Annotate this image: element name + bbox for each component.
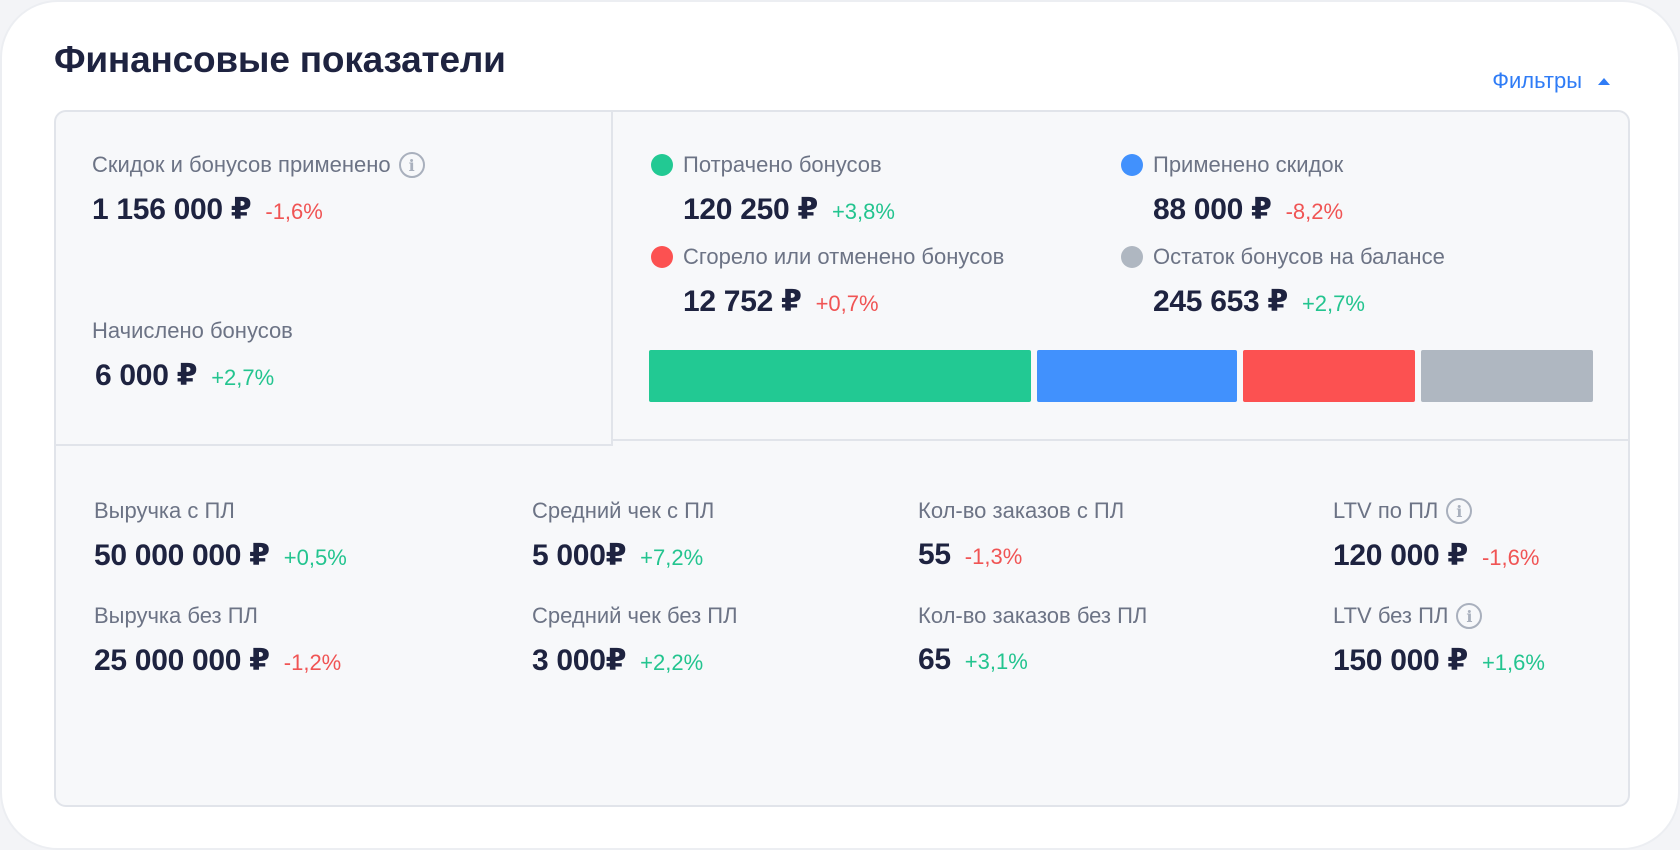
legend-item: Остаток бонусов на балансе 245 653 ₽ +2,… xyxy=(1121,244,1445,319)
page-title: Финансовые показатели xyxy=(54,39,506,80)
breakdown-box: Потрачено бонусов 120 250 ₽ +3,8% Примен… xyxy=(613,112,1628,441)
metric-delta: -1,2% xyxy=(283,650,342,675)
metric-value: 120 000 ₽ xyxy=(1333,539,1468,572)
metric-value: 3 000₽ xyxy=(532,644,627,677)
discounts-value: 1 156 000 ₽ xyxy=(92,193,252,226)
accrued-metric: Начислено бонусов 6 000 ₽ +2,7% xyxy=(92,318,293,393)
metric-ltv-with: LTV по ПЛ i 120 000 ₽ -1,6% xyxy=(1333,498,1539,573)
metric-label: Кол-во заказов без ПЛ xyxy=(918,603,1148,628)
metric-orders-without: Кол-во заказов без ПЛ 65 +3,1% xyxy=(918,603,1147,677)
legend-dot-balance xyxy=(1121,246,1143,268)
legend-value: 88 000 ₽ xyxy=(1153,193,1272,226)
bar-segment-discounts xyxy=(1036,350,1238,402)
filters-toggle[interactable]: Фильтры xyxy=(1492,68,1610,94)
metric-value: 25 000 000 ₽ xyxy=(94,644,270,677)
metric-value: 65 xyxy=(918,643,951,676)
metric-value: 50 000 000 ₽ xyxy=(94,539,270,572)
legend-delta: +0,7% xyxy=(815,291,879,316)
discounts-metric: Скидок и бонусов применено i 1 156 000 ₽… xyxy=(92,152,425,227)
metric-label: Кол-во заказов с ПЛ xyxy=(918,498,1125,523)
legend-delta: -8,2% xyxy=(1285,199,1344,224)
legend-item: Применено скидок 88 000 ₽ -8,2% xyxy=(1121,152,1343,227)
accrued-label: Начислено бонусов xyxy=(92,318,293,343)
legend-item: Потрачено бонусов 120 250 ₽ +3,8% xyxy=(651,152,895,227)
legend-delta: +3,8% xyxy=(831,199,895,224)
info-icon[interactable]: i xyxy=(1456,603,1483,629)
metrics-panel: Скидок и бонусов применено i 1 156 000 ₽… xyxy=(54,110,1630,807)
metric-label: Выручка без ПЛ xyxy=(94,603,258,628)
filters-label: Фильтры xyxy=(1492,68,1582,93)
discounts-label: Скидок и бонусов применено xyxy=(92,152,391,177)
metric-avg-check-with: Средний чек с ПЛ 5 000₽ +7,2% xyxy=(532,498,714,573)
metric-value: 150 000 ₽ xyxy=(1333,644,1468,677)
metric-delta: -1,6% xyxy=(1481,545,1540,570)
info-icon[interactable]: i xyxy=(398,152,425,178)
legend-item: Сгорело или отменено бонусов 12 752 ₽ +0… xyxy=(651,244,1004,319)
accrued-delta: +2,7% xyxy=(211,365,275,390)
legend-label: Остаток бонусов на балансе xyxy=(1153,244,1445,269)
metric-delta: -1,3% xyxy=(964,544,1023,569)
legend-dot-burned xyxy=(651,246,673,268)
legend-value: 12 752 ₽ xyxy=(683,285,802,318)
accrued-value: 6 000 ₽ xyxy=(95,359,198,392)
metric-revenue-without: Выручка без ПЛ 25 000 000 ₽ -1,2% xyxy=(94,603,341,678)
legend-value: 245 653 ₽ xyxy=(1153,285,1288,318)
info-icon[interactable]: i xyxy=(1446,498,1473,524)
metric-delta: +0,5% xyxy=(283,545,347,570)
metric-label: LTV по ПЛ xyxy=(1333,498,1439,523)
metric-label: LTV без ПЛ xyxy=(1333,603,1449,628)
metric-ltv-without: LTV без ПЛ i 150 000 ₽ +1,6% xyxy=(1333,603,1545,678)
legend-label: Применено скидок xyxy=(1153,152,1344,177)
metric-delta: +3,1% xyxy=(964,649,1028,674)
stacked-bar xyxy=(649,350,1593,402)
legend-dot-discounts xyxy=(1121,154,1143,176)
metric-delta: +1,6% xyxy=(1481,650,1545,675)
bar-segment-burned xyxy=(1243,350,1416,402)
legend-label: Потрачено бонусов xyxy=(683,152,882,177)
metric-label: Выручка с ПЛ xyxy=(94,498,235,523)
caret-up-icon xyxy=(1598,77,1610,85)
legend-label: Сгорело или отменено бонусов xyxy=(683,244,1005,269)
bar-segment-balance xyxy=(1421,350,1593,402)
metric-value: 5 000₽ xyxy=(532,539,627,572)
legend-value: 120 250 ₽ xyxy=(683,193,818,226)
discounts-delta: -1,6% xyxy=(265,199,323,224)
metric-delta: +7,2% xyxy=(640,545,704,570)
summary-box: Скидок и бонусов применено i 1 156 000 ₽… xyxy=(56,112,613,446)
metric-delta: +2,2% xyxy=(640,650,704,675)
metric-label: Средний чек с ПЛ xyxy=(532,498,715,523)
metric-avg-check-without: Средний чек без ПЛ 3 000₽ +2,2% xyxy=(532,603,738,678)
legend-dot-spent xyxy=(651,154,673,176)
bar-segment-spent xyxy=(649,350,1031,402)
metric-orders-with: Кол-во заказов с ПЛ 55 -1,3% xyxy=(918,498,1124,572)
legend-delta: +2,7% xyxy=(1301,291,1365,316)
metric-revenue-with: Выручка с ПЛ 50 000 000 ₽ +0,5% xyxy=(94,498,347,573)
metric-value: 55 xyxy=(918,538,951,571)
metric-label: Средний чек без ПЛ xyxy=(532,603,738,628)
